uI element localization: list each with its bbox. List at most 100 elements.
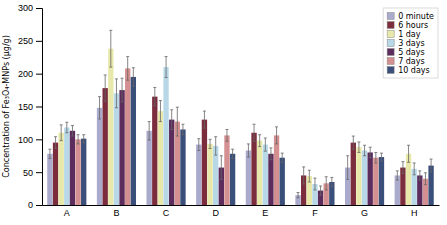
error-bar-line xyxy=(110,30,111,67)
error-bar-cap xyxy=(148,121,151,122)
error-bar-cap xyxy=(352,149,355,150)
error-bar-cap xyxy=(258,146,261,147)
error-bar-cap xyxy=(330,177,333,178)
error-bar xyxy=(264,138,267,151)
error-bar-cap xyxy=(98,96,101,97)
bar xyxy=(400,168,405,205)
error-bar-line xyxy=(419,171,420,180)
error-bar-cap xyxy=(346,179,349,180)
error-bar-cap xyxy=(319,185,322,186)
error-bar-line xyxy=(248,144,249,157)
y-tick: 200 xyxy=(18,69,42,79)
error-bar xyxy=(77,135,80,144)
error-bar-cap xyxy=(121,78,124,79)
error-bar-line xyxy=(127,57,128,81)
error-bar-line xyxy=(298,193,299,198)
bar xyxy=(257,141,262,205)
y-tick-label: 50 xyxy=(23,168,33,178)
legend-swatch xyxy=(387,13,394,20)
error-bar-line xyxy=(265,138,266,151)
error-bar xyxy=(109,30,112,67)
error-bar-cap xyxy=(281,153,284,154)
error-bar xyxy=(308,170,311,182)
error-bar-cap xyxy=(71,136,74,137)
bar xyxy=(75,139,80,205)
error-bar-cap xyxy=(181,134,184,135)
error-bar-cap xyxy=(247,157,250,158)
error-bar-line xyxy=(232,149,233,158)
x-tick-label: F xyxy=(312,208,318,218)
bar xyxy=(125,68,130,205)
error-bar xyxy=(319,186,322,195)
chart: 050100150200250300ABCDEFGHConcentration … xyxy=(0,0,447,225)
error-bar-line xyxy=(347,156,348,180)
error-bar xyxy=(363,145,366,156)
bar xyxy=(379,157,384,205)
error-bar xyxy=(181,124,184,135)
error-bar-cap xyxy=(148,139,151,140)
bar xyxy=(417,175,422,205)
error-bar-cap xyxy=(82,142,85,143)
x-tick-label: D xyxy=(212,208,219,218)
error-bar-cap xyxy=(126,56,129,57)
bar xyxy=(169,120,174,205)
error-bar xyxy=(413,163,416,175)
error-bar-line xyxy=(408,145,409,162)
y-axis-label: Concentration of Fe₃O₄-MNPs (μg/g) xyxy=(2,35,11,178)
bar xyxy=(362,150,367,205)
error-bar-line xyxy=(254,124,255,141)
error-bar xyxy=(313,178,316,190)
legend-label: 10 days xyxy=(398,66,430,75)
legend-label: 0 minute xyxy=(398,12,434,21)
x-tick: C xyxy=(163,205,170,218)
bar xyxy=(64,128,69,205)
error-bar-cap xyxy=(115,78,118,79)
series xyxy=(59,30,412,205)
error-bar-line xyxy=(402,162,403,174)
error-bar-cap xyxy=(82,134,85,135)
error-bar xyxy=(325,177,328,190)
bar xyxy=(103,88,108,205)
error-bar-cap xyxy=(132,67,135,68)
legend-swatch xyxy=(387,67,394,74)
legend-label: 7 days xyxy=(398,57,425,66)
y-tick: 150 xyxy=(18,102,42,112)
error-bar-cap xyxy=(269,159,272,160)
y-tick: 300 xyxy=(18,3,42,13)
bar xyxy=(274,135,279,205)
error-bar xyxy=(352,136,355,149)
bar xyxy=(368,152,373,205)
error-bar xyxy=(54,137,57,149)
error-bar-line xyxy=(282,153,283,162)
error-bar-cap xyxy=(54,136,57,137)
error-bar-line xyxy=(171,110,172,130)
error-bar-line xyxy=(116,79,117,108)
error-bar-line xyxy=(358,142,359,153)
legend-swatch xyxy=(387,31,394,38)
series xyxy=(75,57,428,205)
error-bar xyxy=(346,156,349,180)
error-bar-cap xyxy=(407,145,410,146)
error-bar xyxy=(121,78,124,102)
error-bar-cap xyxy=(65,122,68,123)
bar xyxy=(224,135,229,205)
error-bar xyxy=(98,97,101,119)
error-bar-cap xyxy=(430,159,433,160)
error-bar-line xyxy=(270,148,271,160)
bar xyxy=(230,154,235,205)
error-bar-cap xyxy=(170,109,173,110)
error-bar xyxy=(104,75,107,101)
series xyxy=(64,57,417,205)
error-bar-cap xyxy=(319,195,322,196)
error-bar-cap xyxy=(374,162,377,163)
x-tick-label: C xyxy=(163,208,170,218)
error-bar-cap xyxy=(424,184,427,185)
error-bar-line xyxy=(198,139,199,151)
error-bar xyxy=(357,142,360,153)
error-bar xyxy=(330,177,333,186)
error-bar-cap xyxy=(126,80,129,81)
bar xyxy=(97,108,102,205)
error-bar-cap xyxy=(396,180,399,181)
series xyxy=(70,78,423,205)
error-bar-line xyxy=(66,122,67,133)
